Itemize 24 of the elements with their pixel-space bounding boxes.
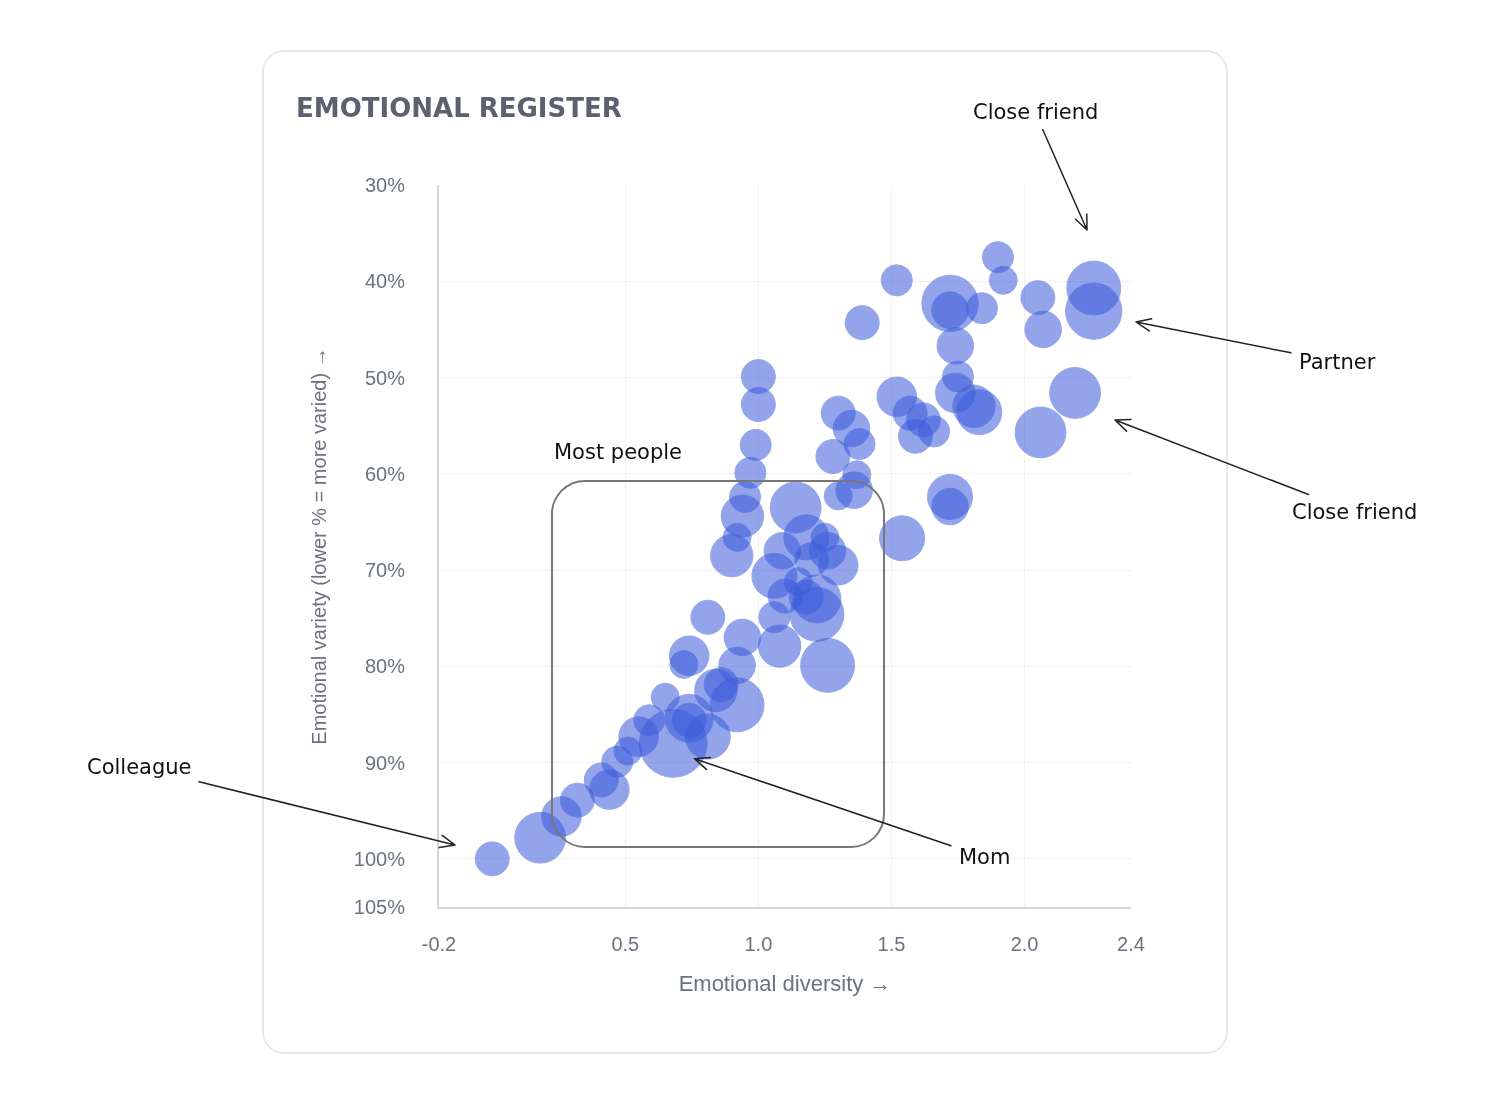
x-tick-label: -0.2 <box>421 933 457 955</box>
y-tick-label: 30% <box>364 174 406 196</box>
text: Partner <box>1299 350 1376 374</box>
y-tick-label: 100% <box>353 847 406 870</box>
x-tick-label: 2.4 <box>1117 933 1145 955</box>
x-tick-label: 2.0 <box>1010 933 1039 955</box>
y-tick-label: 80% <box>364 655 406 678</box>
y-tick-label: 40% <box>364 270 406 293</box>
chart-title: EMOTIONAL REGISTER <box>296 93 622 124</box>
text: Close friend <box>1292 500 1418 524</box>
annotation: Mom <box>959 845 1011 869</box>
x-tick-label: 1.0 <box>744 933 773 955</box>
x-tick-label: 1.5 <box>877 933 906 955</box>
y-tick-label: 50% <box>364 366 406 389</box>
y-tick-label: 105% <box>353 896 406 918</box>
text: Close friend <box>973 100 1099 124</box>
y-tick-label: 70% <box>364 559 406 582</box>
y-tick-label: 60% <box>364 462 406 485</box>
y-tick-label: 90% <box>364 751 406 774</box>
x-tick-label: 0.5 <box>611 933 640 955</box>
text: Colleague <box>87 755 192 779</box>
annotation: Most people <box>554 440 682 464</box>
y-axis-title: Emotional variety (lower % = more varied) → <box>307 347 330 745</box>
x-axis-title: Emotional diversity → <box>678 971 892 997</box>
